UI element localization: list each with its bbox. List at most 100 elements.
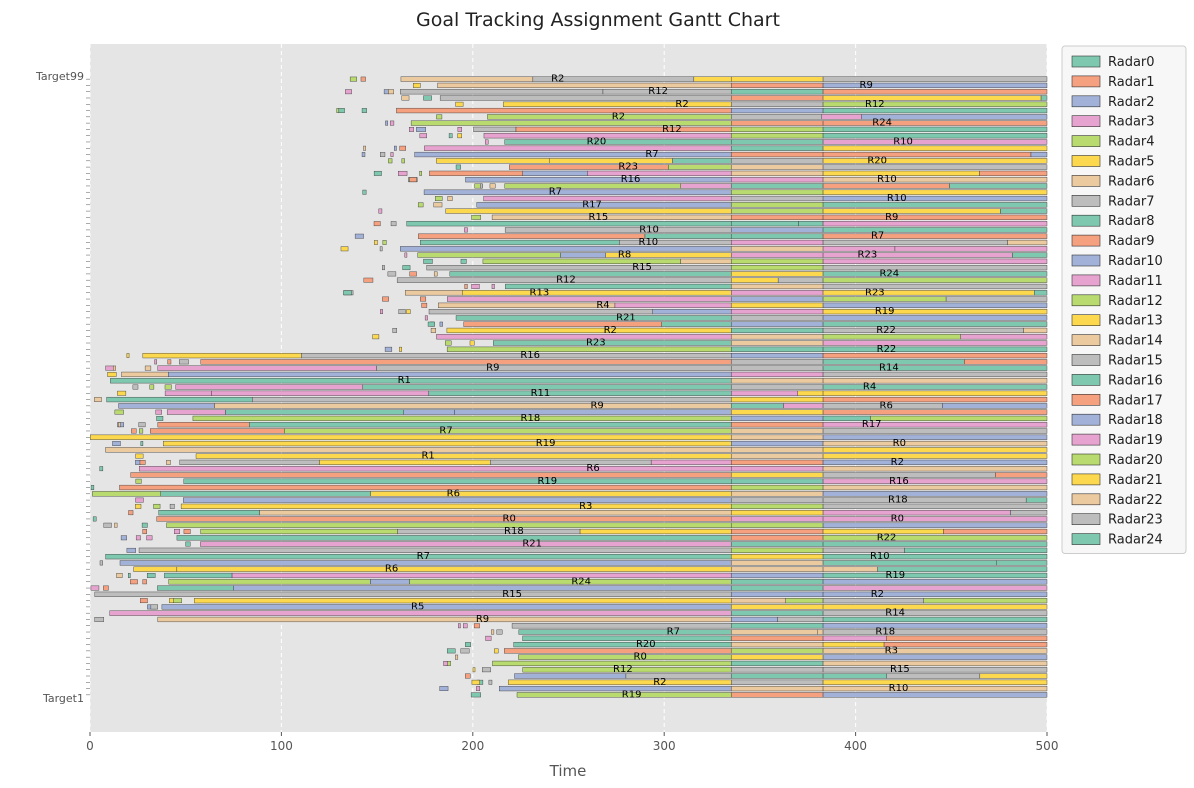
assignment-bar — [499, 685, 732, 692]
assignment-bar — [822, 579, 1048, 585]
target-row — [126, 352, 1048, 359]
assignment-bar — [169, 598, 174, 604]
legend-item: Radar3 — [1071, 115, 1155, 130]
assignment-bar — [822, 434, 1048, 440]
assignment-bar — [730, 591, 824, 597]
assignment-bar — [822, 535, 1048, 541]
assignment-bar — [94, 397, 102, 402]
assignment-bar — [822, 258, 1048, 264]
bar-label: R19 — [875, 306, 895, 317]
assignment-bar — [394, 145, 397, 151]
assignment-bar — [141, 522, 148, 528]
assignment-bar — [133, 566, 178, 572]
bar-label: R23 — [858, 250, 878, 261]
assignment-bar — [400, 246, 732, 252]
assignment-bar — [822, 679, 1048, 685]
assignment-bar — [730, 177, 824, 183]
bar-label: R23 — [865, 287, 885, 298]
assignment-bar — [168, 371, 732, 378]
target-row — [374, 239, 1048, 246]
target-row — [384, 346, 1048, 352]
assignment-bar — [463, 623, 468, 629]
assignment-bar — [730, 170, 824, 176]
assignment-bar — [427, 321, 435, 327]
assignment-bar — [433, 271, 438, 277]
legend-swatch — [1071, 294, 1101, 307]
bar-label: R16 — [889, 476, 909, 487]
assignment-bar — [465, 642, 471, 647]
assignment-bar — [979, 673, 1048, 679]
target-row — [92, 516, 1048, 522]
assignment-bar — [730, 283, 824, 290]
bar-label: R9 — [590, 400, 603, 411]
assignment-bar — [252, 396, 732, 403]
bar-label: R10 — [639, 224, 659, 235]
assignment-bar — [668, 164, 732, 170]
assignment-bar — [480, 183, 483, 189]
assignment-bar — [128, 573, 131, 578]
assignment-bar — [157, 585, 234, 591]
assignment-bar — [822, 89, 1048, 95]
target-row — [120, 535, 1048, 541]
assignment-bar — [379, 246, 383, 252]
bar-label: R15 — [589, 212, 609, 223]
assignment-bar — [390, 152, 394, 157]
target-row — [94, 616, 1048, 623]
assignment-bar — [390, 221, 397, 227]
assignment-bar — [822, 327, 1024, 334]
assignment-bar — [822, 346, 1048, 352]
bar-label: R3 — [885, 645, 898, 656]
bar-label: R13 — [530, 287, 550, 298]
assignment-bar — [822, 145, 1048, 151]
target-row — [474, 183, 1048, 189]
bar-label: R9 — [476, 614, 489, 625]
target-row — [128, 510, 1048, 516]
assignment-bar — [822, 133, 1048, 139]
target-row — [118, 403, 1048, 409]
assignment-bar — [420, 239, 620, 246]
assignment-bar — [661, 321, 732, 327]
assignment-bar — [785, 598, 824, 604]
legend-swatch — [1071, 55, 1101, 68]
assignment-bar — [153, 503, 161, 509]
assignment-bar — [138, 547, 732, 553]
bar-label: R12 — [662, 124, 682, 135]
legend-item: Radar24 — [1071, 533, 1163, 548]
legend-label: Radar17 — [1108, 393, 1163, 408]
assignment-bar — [464, 284, 468, 289]
assignment-bar — [894, 246, 1048, 252]
bar-label: R19 — [536, 438, 556, 449]
gantt-rows — [90, 76, 1048, 698]
assignment-bar — [1007, 239, 1048, 246]
assignment-bar — [797, 390, 824, 396]
assignment-bar — [730, 572, 824, 579]
bar-label: R17 — [582, 199, 602, 210]
assignment-bar — [822, 560, 997, 566]
assignment-bar — [822, 202, 1048, 208]
bar-label: R2 — [871, 589, 884, 600]
bar-label: R18 — [875, 627, 895, 638]
assignment-bar — [730, 133, 824, 139]
assignment-bar — [482, 667, 491, 673]
bar-label: R3 — [579, 501, 592, 512]
target-row — [465, 673, 1048, 679]
bar-label: R10 — [889, 683, 909, 694]
legend-label: Radar21 — [1108, 473, 1163, 488]
assignment-bar — [105, 365, 114, 371]
assignment-bar — [489, 183, 496, 189]
legend-label: Radar11 — [1108, 274, 1163, 289]
assignment-bar — [730, 252, 824, 258]
assignment-bar — [1012, 252, 1048, 258]
bar-label: R10 — [893, 136, 913, 147]
assignment-bar — [730, 673, 824, 679]
assignment-bar — [150, 428, 285, 434]
assignment-bar — [730, 648, 824, 654]
legend-swatch — [1071, 314, 1101, 327]
assignment-bar — [491, 629, 495, 635]
legend-label: Radar24 — [1108, 533, 1163, 548]
bar-label: R12 — [556, 275, 576, 286]
bar-label: R10 — [870, 551, 890, 562]
assignment-bar — [560, 252, 606, 258]
legend-label: Radar20 — [1108, 453, 1163, 468]
assignment-bar — [777, 616, 824, 623]
